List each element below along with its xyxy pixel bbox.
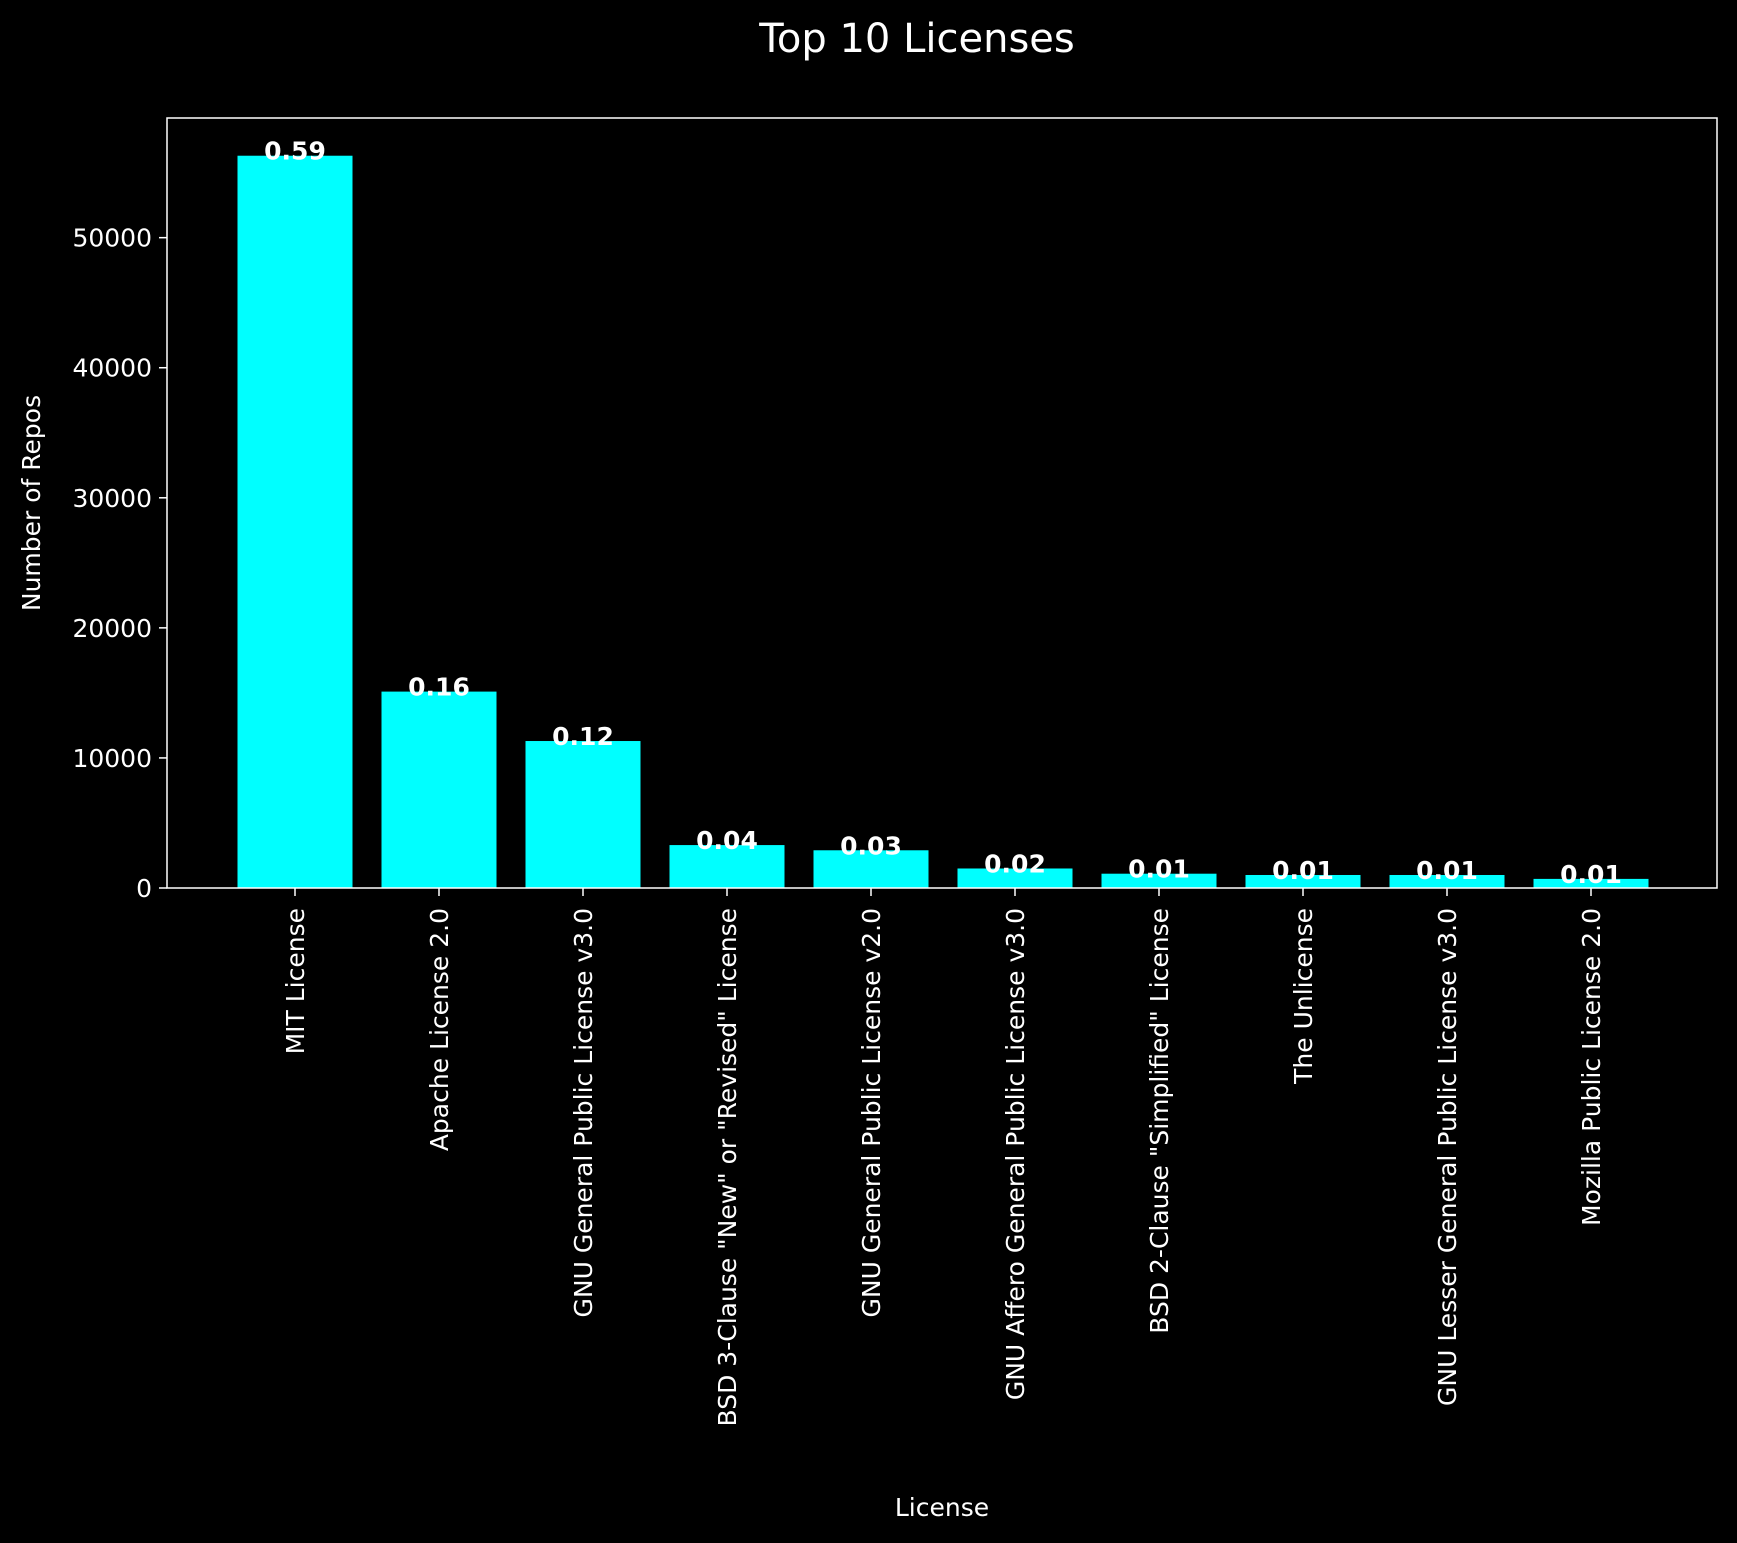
y-axis-label: Number of Repos (17, 395, 46, 611)
bar (237, 155, 353, 888)
x-tick-label: GNU General Public License v2.0 (857, 908, 886, 1317)
x-tick-label: GNU Lesser General Public License v3.0 (1433, 908, 1462, 1406)
y-tick-label: 20000 (72, 614, 152, 643)
bar (1101, 873, 1217, 888)
bar (957, 868, 1073, 888)
bar-data-label: 0.01 (1128, 855, 1190, 884)
bar (381, 691, 497, 888)
x-axis-label: License (895, 1493, 989, 1522)
bar-data-label: 0.01 (1272, 856, 1334, 885)
x-tick-label: BSD 2-Clause "Simplified" License (1145, 908, 1174, 1334)
bar-data-label: 0.12 (552, 722, 614, 751)
y-tick-label: 40000 (72, 354, 152, 383)
bar-data-label: 0.01 (1416, 856, 1478, 885)
bar (813, 850, 929, 888)
x-tick-label: MIT License (281, 908, 310, 1054)
x-tick-label: GNU Affero General Public License v3.0 (1001, 908, 1030, 1400)
data-labels-group: 0.59 0.16 0.12 0.04 0.03 0.02 0.01 0.01 0.01 0.01 (264, 137, 1622, 889)
x-tick-label: Mozilla Public License 2.0 (1577, 908, 1606, 1226)
bar-data-label: 0.01 (1560, 860, 1622, 889)
bar-data-label: 0.16 (408, 673, 470, 702)
bars-group (237, 155, 1649, 888)
x-tick-label: The Unlicense (1289, 908, 1318, 1085)
bar-data-label: 0.04 (696, 826, 758, 855)
chart-title: Top 10 Licenses (758, 16, 1074, 62)
bar-data-label: 0.03 (840, 831, 902, 860)
x-tick-label: Apache License 2.0 (425, 908, 454, 1151)
y-tick-label: 10000 (72, 744, 152, 773)
bar (1533, 878, 1649, 888)
x-tick-label: BSD 3-Clause "New" or "Revised" License (713, 908, 742, 1426)
bar (525, 741, 641, 888)
bar-data-label: 0.02 (984, 849, 1046, 878)
y-axis-ticks: 0 10000 20000 30000 40000 50000 (72, 224, 167, 903)
y-tick-label: 0 (136, 874, 152, 903)
bar (1389, 874, 1505, 888)
x-axis-ticks: MIT License Apache License 2.0 GNU General… (281, 888, 1606, 1426)
x-tick-label: GNU General Public License v3.0 (569, 908, 598, 1317)
plot-frame (166, 117, 1718, 889)
y-tick-label: 50000 (72, 224, 152, 253)
bar (1245, 874, 1361, 888)
y-tick-label: 30000 (72, 484, 152, 513)
bar-data-label: 0.59 (264, 137, 326, 166)
bar (669, 845, 785, 888)
